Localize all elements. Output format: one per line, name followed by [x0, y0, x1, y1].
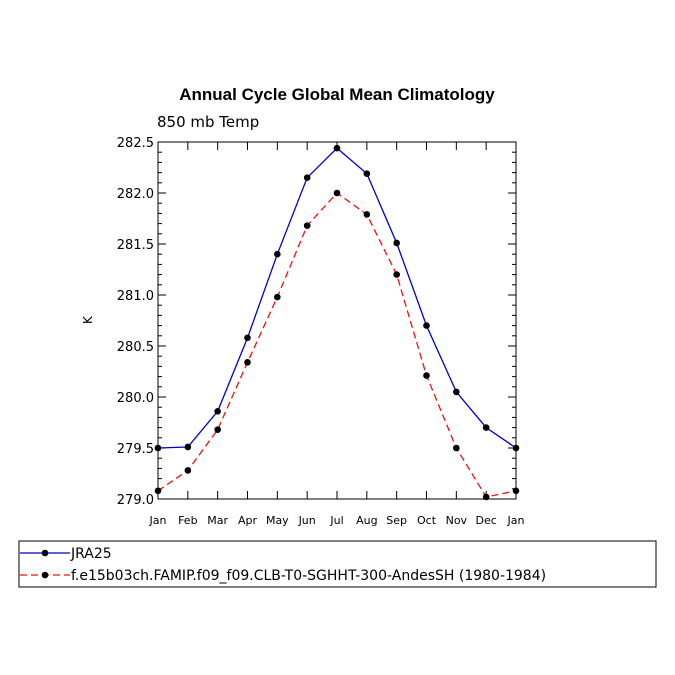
y-tick-label: 280.5 — [117, 340, 154, 355]
series-2-point — [363, 211, 371, 218]
axis-ticks: 279.0 279.5 280.0 280.5 281.0 281.5 282.0 282.5… — [117, 136, 525, 527]
chart-subtitle: 850 mb Temp — [157, 113, 259, 131]
y-tick-label: 279.5 — [117, 442, 154, 457]
series-1-point — [363, 170, 371, 177]
y-tick-label: 280.0 — [117, 391, 154, 406]
y-tick-label: 279.0 — [117, 493, 154, 508]
series-2-point — [154, 487, 162, 495]
series-line-2 — [157, 192, 517, 498]
series-1-point — [333, 144, 341, 152]
x-tick-label: Nov — [446, 514, 468, 527]
y-tick-label: 282.0 — [117, 187, 154, 202]
series-2-point — [453, 444, 460, 452]
x-tick-label: Jun — [298, 514, 316, 527]
series-1-point — [274, 250, 281, 258]
series-1-point — [512, 444, 520, 452]
x-tick-label: Apr — [238, 514, 258, 527]
x-tick-label: Mar — [207, 514, 228, 527]
series-1-point — [244, 334, 251, 342]
series-2-point — [333, 189, 341, 197]
x-tick-label: Oct — [417, 514, 437, 527]
x-tick-label: Sep — [386, 514, 407, 527]
x-tick-label: Jan — [149, 514, 167, 527]
series-2-point — [423, 372, 430, 379]
series-2-point — [274, 293, 281, 301]
series-2-point — [244, 359, 251, 366]
legend-label-2: f.e15b03ch.FAMIP.f09_f09.CLB-T0-SGHHT-30… — [71, 568, 546, 584]
x-tick-label: Feb — [178, 514, 197, 527]
series-1-point — [214, 407, 221, 415]
series-2-point — [512, 487, 520, 495]
series-layer — [154, 144, 520, 501]
series-1-point — [482, 424, 490, 431]
series-2-point — [214, 426, 221, 433]
legend-marker-1 — [41, 549, 49, 557]
x-tick-label: Jan — [507, 514, 525, 527]
series-1-point — [423, 322, 430, 329]
series-1-point — [184, 443, 192, 451]
series-1-point — [303, 174, 311, 181]
y-tick-label: 282.5 — [117, 136, 154, 151]
series-1-point — [453, 388, 460, 396]
series-2-point — [482, 493, 490, 501]
x-tick-label: Aug — [356, 514, 377, 527]
y-tick-label: 281.0 — [117, 289, 154, 304]
series-2-point — [184, 467, 192, 474]
y-axis-label: K — [81, 315, 95, 324]
legend: JRA25 f.e15b03ch.FAMIP.f09_f09.CLB-T0-SGH… — [20, 546, 546, 584]
legend-box — [18, 540, 657, 588]
series-1-point — [154, 444, 162, 452]
y-tick-label: 281.5 — [117, 238, 154, 253]
legend-marker-2 — [41, 571, 49, 579]
x-tick-label: Dec — [476, 514, 497, 527]
series-2-point — [393, 271, 400, 278]
x-tick-label: May — [266, 514, 289, 527]
chart-title: Annual Cycle Global Mean Climatology — [179, 85, 495, 104]
x-tick-label: Jul — [329, 514, 343, 527]
legend-label-1: JRA25 — [70, 546, 112, 562]
series-1-point — [393, 239, 400, 247]
series-2-point — [303, 222, 311, 229]
